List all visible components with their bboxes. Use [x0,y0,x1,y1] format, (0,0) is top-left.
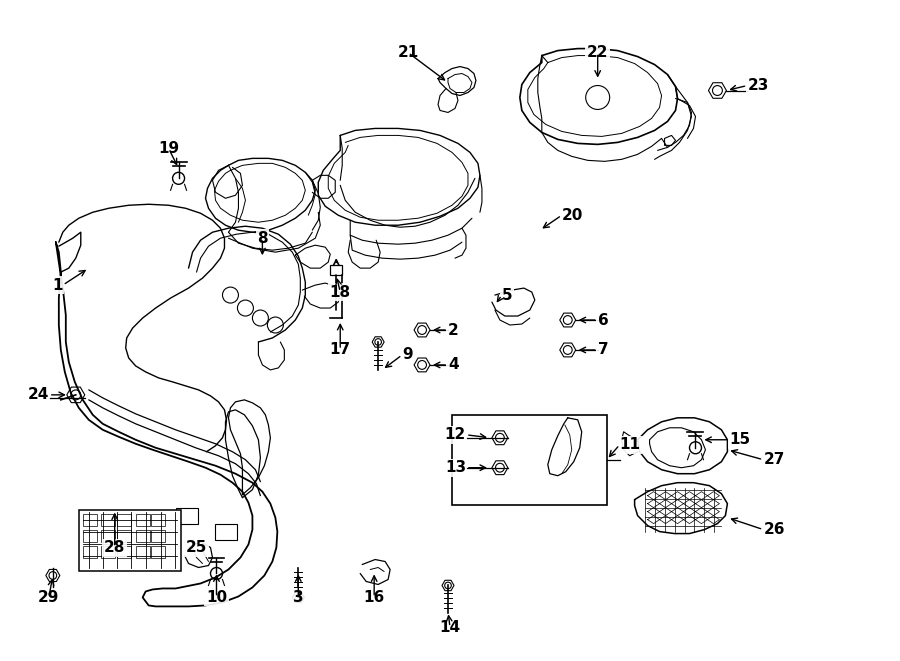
Text: 4: 4 [448,358,459,372]
Bar [176,508,197,524]
Bar [136,529,149,541]
Text: 26: 26 [763,522,785,537]
Bar [136,545,149,557]
Text: 24: 24 [28,387,49,403]
Text: 18: 18 [329,285,351,299]
Bar [79,510,181,572]
Bar [215,524,238,539]
Text: 22: 22 [587,45,608,60]
Text: 20: 20 [562,208,583,223]
Text: 16: 16 [364,590,385,605]
Bar [101,529,114,541]
Text: 6: 6 [598,313,608,327]
Text: 3: 3 [293,590,303,605]
Text: 9: 9 [402,348,413,362]
Text: 29: 29 [38,590,59,605]
Text: 21: 21 [398,45,418,60]
Bar [117,529,130,541]
Text: 12: 12 [445,427,466,442]
Text: 23: 23 [747,78,769,93]
Text: 5: 5 [502,288,512,303]
Text: 1: 1 [52,278,63,293]
Bar [136,514,149,525]
Bar [101,545,114,557]
Text: 27: 27 [763,452,785,467]
Bar [83,514,96,525]
Text: 10: 10 [206,590,227,605]
Bar [117,545,130,557]
Text: 7: 7 [598,342,608,358]
Text: 17: 17 [329,342,351,358]
Text: 15: 15 [729,432,751,447]
Bar [452,415,607,504]
Bar [101,514,114,525]
Text: 19: 19 [158,141,179,156]
Text: 28: 28 [104,540,125,555]
Bar [83,529,96,541]
Bar [150,514,165,525]
Bar [150,529,165,541]
Bar [150,545,165,557]
Text: 11: 11 [619,438,641,452]
Text: 8: 8 [257,231,267,246]
Bar [117,514,130,525]
Text: 25: 25 [185,540,207,555]
Text: 2: 2 [448,323,459,338]
Bar [83,545,96,557]
Text: 14: 14 [439,620,461,635]
Text: 13: 13 [445,460,466,475]
